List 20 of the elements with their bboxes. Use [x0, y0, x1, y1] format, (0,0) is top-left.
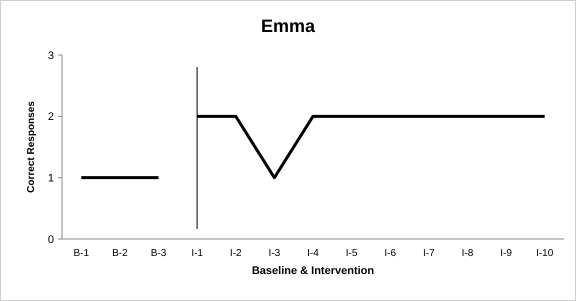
x-tick-label: I-8: [462, 248, 474, 259]
x-tick-label: I-6: [384, 248, 397, 259]
x-tick-label: I-4: [307, 248, 320, 259]
x-tick-label: I-5: [346, 248, 358, 259]
x-tick-label: B-1: [74, 248, 90, 259]
y-tick-label: 2: [48, 111, 54, 124]
y-tick-label: 0: [48, 234, 54, 246]
y-tick-label: 1: [48, 172, 54, 185]
chart-title: Emma: [260, 16, 316, 36]
x-tick-label: B-3: [150, 248, 167, 259]
x-tick-label: B-2: [112, 248, 128, 259]
x-tick-label: I-1: [191, 248, 204, 259]
x-tick-label: I-10: [536, 248, 554, 259]
x-tick-label: I-9: [500, 248, 512, 259]
x-tick-label: I-7: [423, 248, 436, 259]
y-axis-title: Correct Responses: [26, 100, 37, 193]
x-tick-label: I-2: [230, 248, 242, 259]
x-axis-title: Baseline & Intervention: [252, 265, 374, 277]
x-tick-label: I-3: [268, 248, 281, 259]
y-tick-label: 3: [48, 50, 54, 62]
